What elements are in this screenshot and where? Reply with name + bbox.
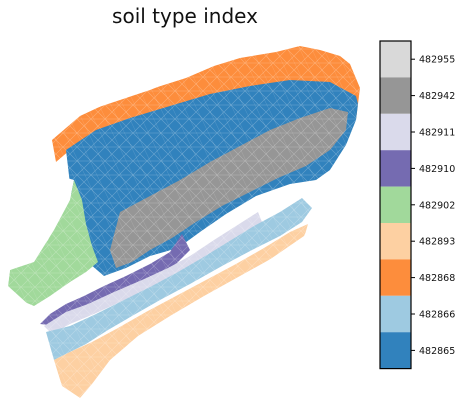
colorbar-label: 482910 [419, 164, 455, 175]
colorbar-label: 482866 [419, 310, 455, 321]
colorbar-segment [380, 41, 411, 78]
colorbar-segment [380, 259, 411, 296]
colorbar-segment [380, 223, 411, 260]
colorbar-label: 482868 [419, 273, 455, 284]
mesh-line [8, 46, 33, 398]
colorbar: 482955 482942 482911 482910 482902 482893 4828… [379, 40, 455, 370]
mesh-line [8, 46, 45, 398]
mesh-line [8, 46, 21, 398]
colorbar-segment [380, 186, 411, 223]
colorbar-label: 482893 [419, 237, 455, 248]
colorbar-label: 482911 [419, 128, 455, 139]
mesh-line [359, 46, 360, 398]
mesh-line [8, 46, 9, 398]
colorbar-segment [380, 295, 411, 333]
colorbar-label: 482902 [419, 200, 455, 211]
mesh-line [347, 46, 360, 398]
colorbar-label: 482955 [419, 55, 455, 66]
colorbar-segment [380, 77, 411, 114]
colorbar-segment [380, 332, 411, 369]
colorbar-label: 482865 [419, 346, 455, 357]
mesh-overlay [8, 46, 360, 398]
soil-map [8, 46, 360, 398]
colorbar-segment [380, 150, 411, 187]
colorbar-label: 482942 [419, 91, 455, 102]
mesh-line [8, 46, 57, 398]
chart-title: soil type index [112, 4, 258, 28]
colorbar-segment [380, 113, 411, 151]
